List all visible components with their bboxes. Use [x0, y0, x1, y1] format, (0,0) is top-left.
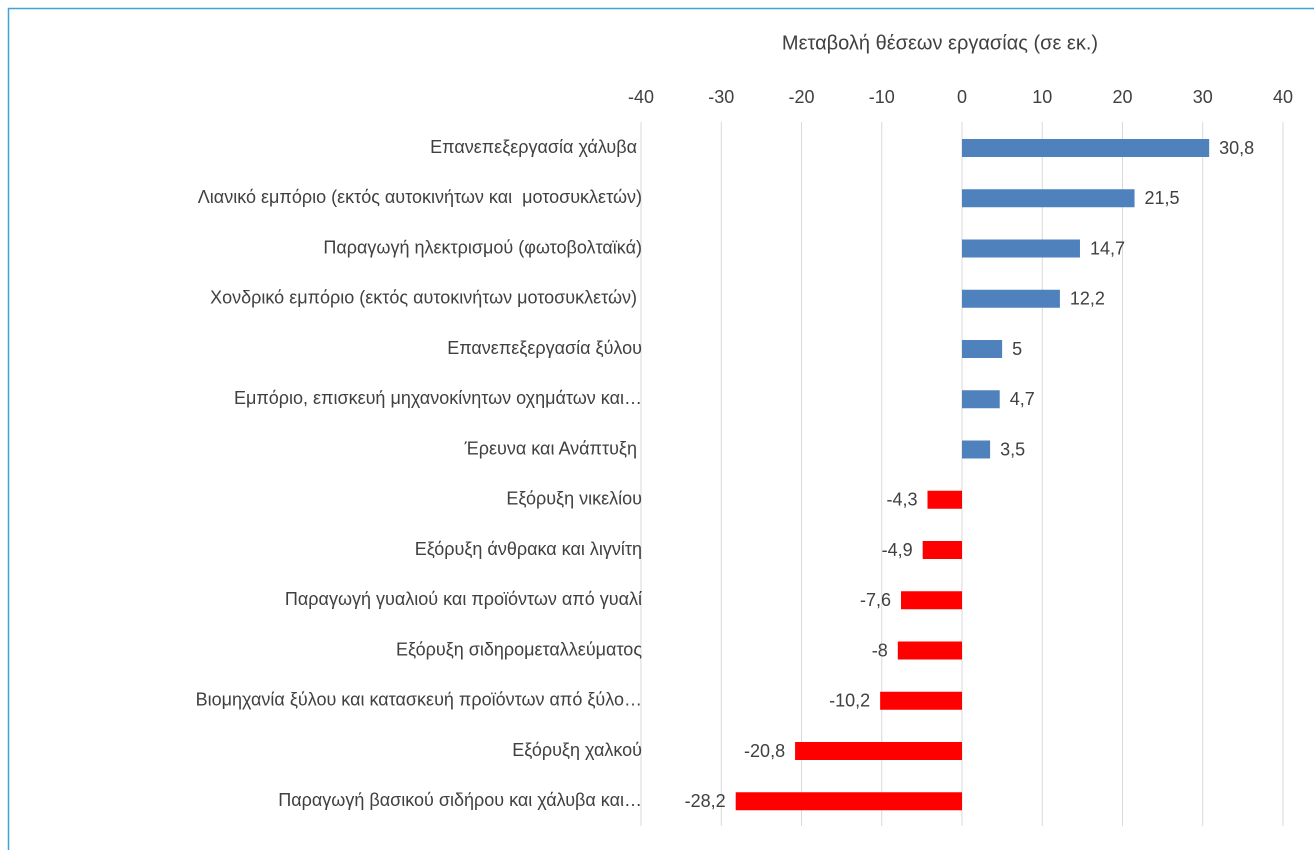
- x-tick-label: 30: [1193, 87, 1213, 107]
- data-label: -20,8: [744, 741, 785, 761]
- data-label: -8: [872, 640, 888, 660]
- y-tick-label: Εξόρυξη χαλκού: [512, 740, 642, 760]
- bar: [962, 440, 991, 459]
- bar: [962, 239, 1080, 258]
- bar: [735, 792, 962, 811]
- bar: [901, 591, 962, 610]
- y-tick-label: Βιομηχανία ξύλου και κατασκευή προϊόντων…: [196, 690, 642, 710]
- y-tick-label: Επανεπεξεργασία ξύλου: [447, 338, 642, 358]
- data-label: 4,7: [1010, 389, 1035, 409]
- x-tick-label: 40: [1273, 87, 1293, 107]
- x-tick-label: -10: [869, 87, 895, 107]
- data-label: -7,6: [860, 590, 891, 610]
- bar: [922, 541, 962, 559]
- data-label: 5: [1012, 339, 1022, 359]
- data-label: -4,3: [886, 490, 917, 510]
- x-tick-label: 10: [1032, 87, 1052, 107]
- y-tick-label: Παραγωγή γυαλιού και προϊόντων από γυαλί: [285, 589, 642, 609]
- chart-frame: [7, 7, 1314, 850]
- data-label: 12,2: [1070, 289, 1105, 309]
- data-label: -28,2: [685, 791, 726, 811]
- data-label: 14,7: [1090, 238, 1125, 258]
- data-label: 21,5: [1145, 188, 1180, 208]
- bar: [880, 691, 962, 710]
- y-tick-label: Παραγωγή βασικού σιδήρου και χάλυβα και…: [278, 790, 642, 810]
- bar: [795, 742, 962, 760]
- x-tick-label: 20: [1112, 87, 1132, 107]
- y-tick-label: Επανεπεξεργασία χάλυβα: [430, 137, 642, 157]
- data-label: -10,2: [829, 691, 870, 711]
- x-tick-label: 0: [957, 87, 967, 107]
- bar: [897, 641, 962, 660]
- bar: [962, 289, 1060, 308]
- y-tick-label: Χονδρικό εμπόριο (εκτός αυτοκινήτων μοτο…: [210, 288, 642, 308]
- bar: [962, 340, 1003, 358]
- y-tick-label: Έρευνα και Ανάπτυξη: [464, 438, 642, 458]
- y-tick-label: Εξόρυξη σιδηρομεταλλεύματος: [396, 639, 642, 659]
- bar: [962, 390, 1000, 409]
- x-tick-label: -20: [788, 87, 814, 107]
- chart-title: Μεταβολή θέσεων εργασίας (σε εκ.): [782, 32, 1098, 54]
- data-label: 3,5: [1000, 439, 1025, 459]
- data-label: 30,8: [1219, 138, 1254, 158]
- bar: [962, 189, 1135, 208]
- y-tick-label: Παραγωγή ηλεκτρισμού (φωτοβολταϊκά): [323, 237, 642, 257]
- y-tick-label: Εξόρυξη άνθρακα και λιγνίτη: [415, 539, 642, 559]
- y-tick-label: Εμπόριο, επισκευή μηχανοκίνητων οχημάτων…: [234, 388, 642, 408]
- data-label: -4,9: [882, 540, 913, 560]
- y-tick-label: Λιανικό εμπόριο (εκτός αυτοκινήτων και μ…: [198, 187, 642, 207]
- y-tick-label: Εξόρυξη νικελίου: [506, 489, 642, 509]
- bar: [962, 139, 1210, 157]
- x-tick-label: -40: [628, 87, 654, 107]
- bar: [927, 490, 962, 509]
- x-tick-label: -30: [708, 87, 734, 107]
